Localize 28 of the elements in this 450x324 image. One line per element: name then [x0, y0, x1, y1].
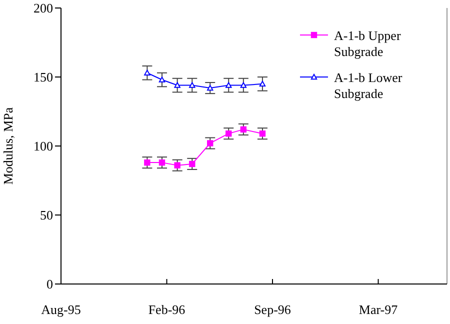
point — [158, 76, 166, 82]
point — [226, 82, 232, 88]
point — [207, 84, 214, 91]
point — [226, 130, 232, 137]
point — [240, 126, 247, 133]
y-tick-label: 100 — [34, 138, 53, 154]
point — [144, 159, 150, 166]
y-axis-title: Modulus, MPa — [0, 107, 16, 185]
point — [259, 130, 266, 137]
x-tick-label: Aug-95 — [41, 302, 81, 318]
point — [240, 82, 247, 88]
y-tick-label: 150 — [34, 70, 53, 85]
point — [144, 70, 150, 76]
point — [174, 162, 180, 168]
point — [259, 80, 266, 86]
legend-label: A-1-b Lower Subgrade — [334, 70, 404, 102]
point — [207, 140, 214, 146]
x-tick-label: Feb-96 — [148, 302, 186, 318]
point — [189, 82, 196, 88]
y-tick-label: 50 — [40, 208, 53, 223]
point — [158, 159, 166, 166]
point — [189, 160, 196, 168]
y-tick-label: 200 — [34, 0, 53, 16]
point — [174, 82, 180, 88]
legend-label: A-1-b Upper Subgrade — [334, 28, 402, 60]
y-tick-label: 0 — [46, 276, 53, 292]
x-tick-label: Sep-96 — [254, 302, 292, 318]
x-tick-label: Mar-97 — [358, 302, 398, 318]
